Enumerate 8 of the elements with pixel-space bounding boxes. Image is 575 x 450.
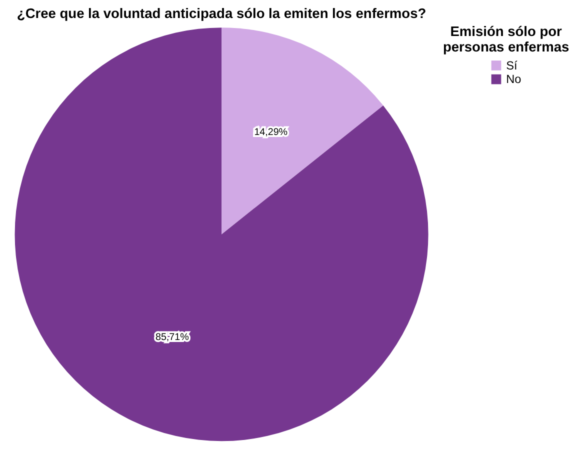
legend-title: Emisión sólo por personas enfermas (442, 24, 570, 55)
pie-slice (222, 28, 384, 234)
data-label: 14,29% (254, 126, 288, 138)
legend-label: Sí (506, 58, 518, 72)
chart-title: ¿Cree que la voluntad anticipada sólo la emiten los enfermos? (16, 6, 426, 22)
legend-label: No (506, 72, 522, 86)
data-label: 85,71% (156, 332, 190, 343)
pie-slice (14, 28, 428, 441)
